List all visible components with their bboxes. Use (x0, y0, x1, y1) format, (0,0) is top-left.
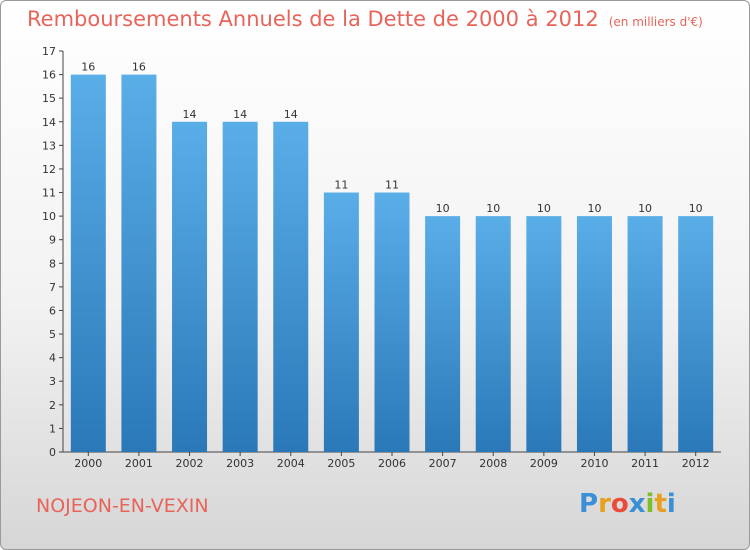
x-tick-label: 2000 (74, 457, 102, 470)
chart-bars: 16 16 14 14 14 11 11 10 10 10 10 10 10 (70, 61, 714, 453)
data-label: 14 (284, 108, 298, 121)
bar (425, 216, 461, 452)
y-tick-label: 1 (49, 422, 56, 435)
x-tick-label: 2012 (682, 457, 710, 470)
data-label: 11 (334, 179, 348, 192)
y-tick-label: 10 (42, 210, 56, 223)
y-tick-label: 13 (42, 139, 56, 152)
bar (475, 216, 511, 452)
data-label: 16 (81, 61, 95, 74)
bar (374, 192, 410, 452)
data-label: 16 (132, 61, 146, 74)
y-tick-label: 15 (42, 92, 56, 105)
x-tick-label: 2010 (580, 457, 608, 470)
bar (121, 74, 157, 453)
data-label: 10 (587, 202, 601, 215)
bar (222, 121, 258, 452)
y-tick-label: 14 (42, 116, 56, 129)
chart-title-text: Remboursements Annuels de la Dette de 20… (27, 7, 599, 31)
y-tick-label: 16 (42, 69, 56, 82)
x-tick-label: 2005 (327, 457, 355, 470)
data-label: 14 (233, 108, 247, 121)
y-tick-label: 2 (49, 399, 56, 412)
data-label: 14 (183, 108, 197, 121)
y-tick-label: 12 (42, 163, 56, 176)
data-label: 10 (436, 202, 450, 215)
bar (273, 121, 309, 452)
bar (627, 216, 663, 452)
x-tick-label: 2003 (226, 457, 254, 470)
chart-title: Remboursements Annuels de la Dette de 20… (27, 7, 703, 31)
y-tick-label: 8 (49, 257, 56, 270)
x-tick-label: 2001 (125, 457, 153, 470)
y-tick-label: 11 (42, 187, 56, 200)
y-tick-label: 7 (49, 281, 56, 294)
data-label: 10 (537, 202, 551, 215)
bar (678, 216, 714, 452)
y-tick-label: 5 (49, 328, 56, 341)
y-tick-label: 17 (42, 45, 56, 58)
data-label: 11 (385, 179, 399, 192)
x-tick-label: 2004 (277, 457, 305, 470)
data-label: 10 (689, 202, 703, 215)
chart-unit-note: (en milliers d'€) (608, 15, 703, 29)
bar (323, 192, 359, 452)
data-label: 10 (486, 202, 500, 215)
x-tick-label: 2008 (479, 457, 507, 470)
y-tick-label: 6 (49, 304, 56, 317)
bar (576, 216, 612, 452)
y-tick-label: 4 (49, 352, 56, 365)
bar (526, 216, 562, 452)
y-tick-label: 0 (49, 446, 56, 459)
y-tick-label: 9 (49, 234, 56, 247)
x-tick-label: 2002 (176, 457, 204, 470)
proxiti-logo[interactable]: Proxiti (579, 489, 676, 519)
x-tick-label: 2009 (530, 457, 558, 470)
x-tick-label: 2011 (631, 457, 659, 470)
town-name: NOJEON-EN-VEXIN (36, 495, 209, 517)
x-tick-label: 2007 (429, 457, 457, 470)
data-label: 10 (638, 202, 652, 215)
bar (172, 121, 208, 452)
bar (70, 74, 106, 453)
y-tick-label: 3 (49, 375, 56, 388)
x-tick-label: 2006 (378, 457, 406, 470)
